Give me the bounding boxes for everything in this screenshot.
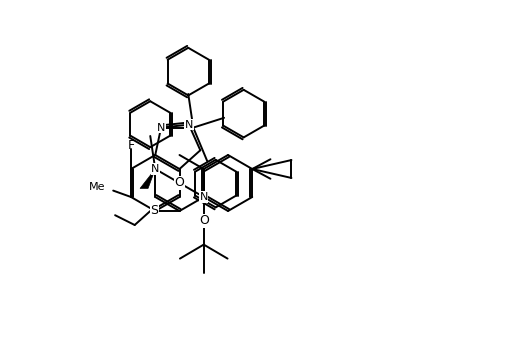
Text: F: F <box>127 139 134 152</box>
Text: N: N <box>185 120 193 130</box>
Text: Me: Me <box>89 182 105 192</box>
Text: N: N <box>151 164 160 174</box>
Text: O: O <box>175 177 184 190</box>
Text: O: O <box>199 214 209 227</box>
Text: N: N <box>157 123 165 132</box>
Polygon shape <box>140 169 155 188</box>
Text: N: N <box>199 192 208 202</box>
Text: S: S <box>150 205 158 218</box>
